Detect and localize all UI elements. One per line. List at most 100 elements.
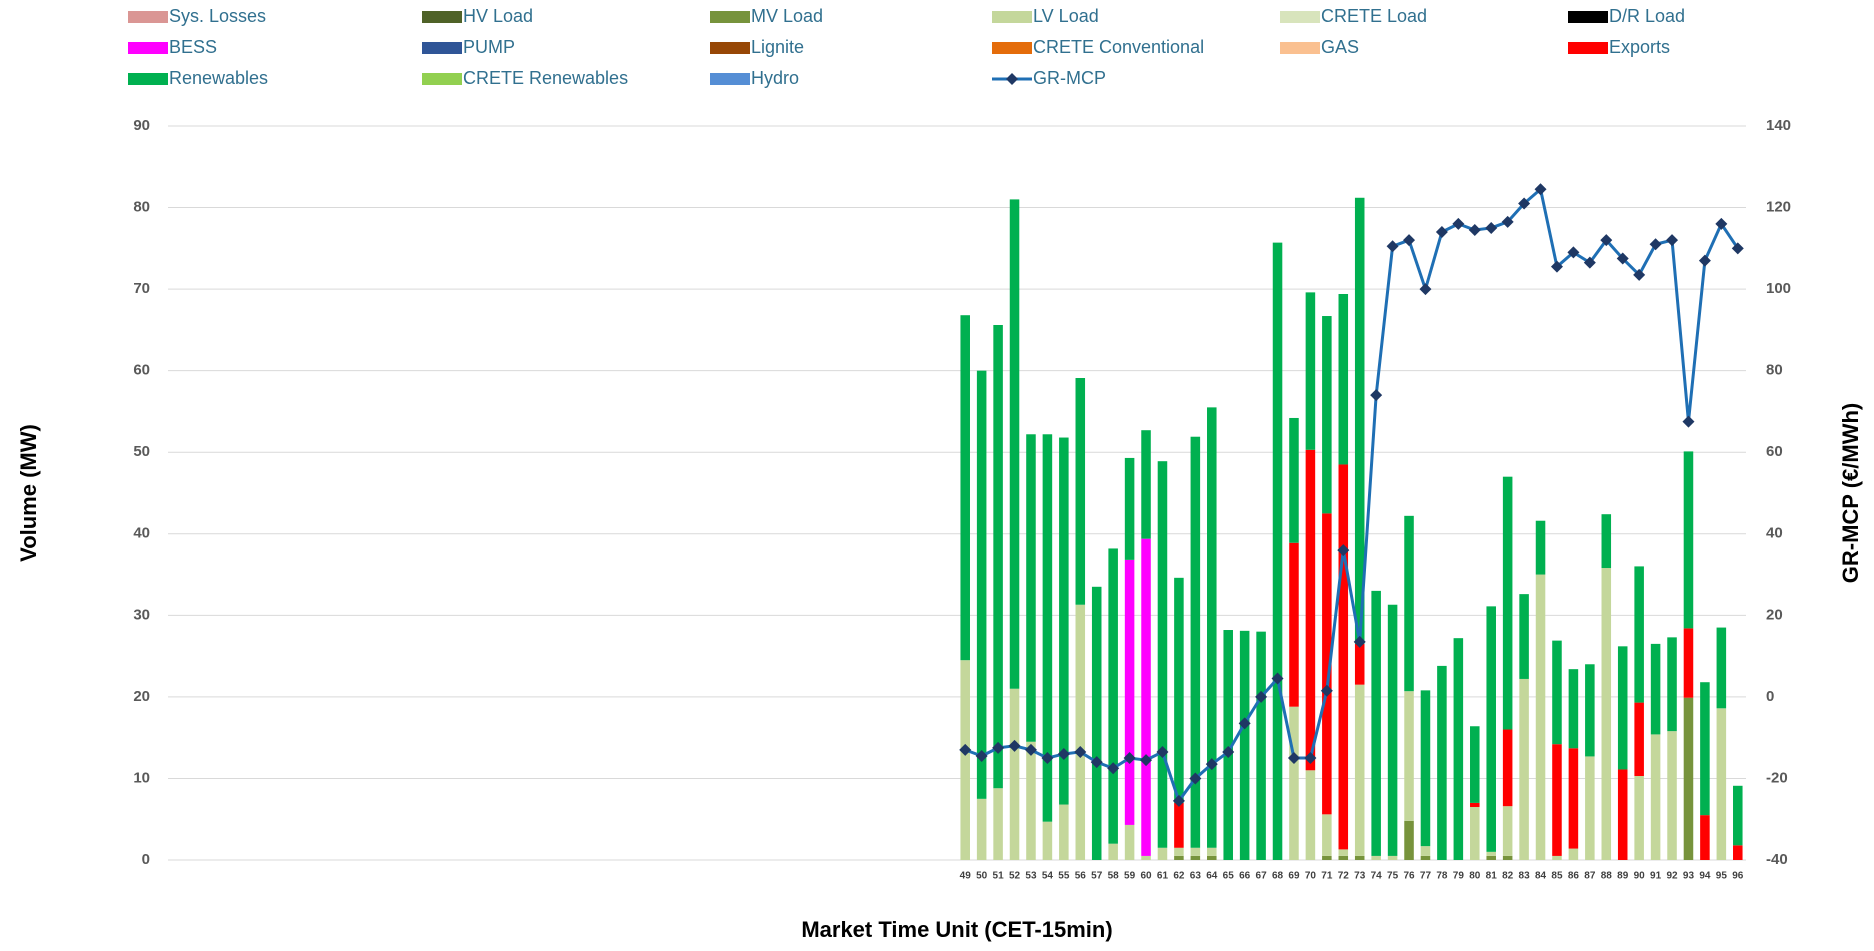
line-marker — [1041, 752, 1054, 765]
bar — [1733, 785, 1743, 846]
bar — [1420, 855, 1431, 860]
x-tick-label: 91 — [1650, 871, 1662, 882]
bar — [960, 660, 970, 860]
bar — [1519, 678, 1529, 860]
legend-swatch — [1280, 42, 1320, 54]
legend-swatch — [1280, 11, 1320, 23]
bar — [1486, 606, 1496, 852]
bar — [1387, 855, 1398, 860]
bar — [1568, 669, 1579, 749]
bar — [976, 370, 987, 799]
y-tick-label: 50 — [133, 443, 150, 460]
bar — [1617, 646, 1628, 770]
y2-tick-label: -40 — [1766, 851, 1788, 868]
line-marker — [1452, 217, 1465, 230]
x-tick-label: 64 — [1206, 871, 1218, 882]
x-tick-label: 95 — [1716, 871, 1728, 882]
line-marker — [1353, 635, 1366, 648]
line-marker — [1222, 745, 1235, 758]
line-marker — [1238, 717, 1251, 730]
bar — [1207, 847, 1217, 856]
line-marker — [1304, 752, 1317, 765]
bar — [1667, 731, 1677, 860]
bar — [1683, 628, 1694, 698]
legend-swatch — [128, 11, 168, 23]
bar — [1453, 638, 1464, 860]
bar — [1190, 847, 1201, 856]
bar — [1338, 464, 1349, 850]
bar — [1404, 691, 1414, 821]
y2-tick-label: 100 — [1766, 280, 1791, 297]
bar — [1585, 756, 1595, 860]
bar — [1634, 566, 1644, 703]
line-marker — [1600, 234, 1613, 247]
y-axis-title: Volume (MW) — [16, 424, 41, 562]
y2-tick-label: 20 — [1766, 606, 1783, 623]
line-marker — [1435, 226, 1448, 239]
line-marker — [1172, 794, 1185, 807]
bar — [1552, 640, 1562, 745]
bar — [1124, 457, 1135, 560]
legend-label: LV Load — [1033, 6, 1099, 26]
legend-swatch — [710, 73, 750, 85]
bar — [1470, 802, 1480, 807]
line-marker — [1123, 752, 1136, 765]
y2-tick-label: 140 — [1766, 117, 1791, 134]
bar — [993, 324, 1003, 789]
x-tick-label: 65 — [1223, 871, 1235, 882]
bar — [1174, 847, 1184, 856]
legend-swatch — [422, 73, 462, 85]
bar — [1174, 855, 1184, 860]
x-tick-label: 96 — [1732, 871, 1744, 882]
bar — [1075, 604, 1086, 860]
bar — [1009, 199, 1020, 689]
bar — [1190, 855, 1201, 860]
bar — [1404, 515, 1414, 692]
y-tick-label: 30 — [133, 606, 150, 623]
x-tick-label: 58 — [1108, 871, 1120, 882]
legend-swatch — [1568, 11, 1608, 23]
bar — [1650, 734, 1661, 860]
legend-swatch — [710, 42, 750, 54]
bar — [1091, 586, 1102, 860]
bar — [1124, 824, 1135, 860]
bar — [993, 788, 1003, 860]
bar — [1568, 848, 1579, 860]
legend-label: Exports — [1609, 37, 1670, 57]
legend-swatch — [710, 11, 750, 23]
bar — [976, 798, 987, 860]
line-marker — [1024, 743, 1037, 756]
line-marker — [1468, 223, 1481, 236]
bar — [1420, 846, 1431, 856]
bar — [1700, 682, 1710, 816]
bar — [1486, 851, 1496, 856]
line-marker — [992, 741, 1005, 754]
bar — [1322, 855, 1332, 860]
y-tick-label: 10 — [133, 769, 150, 786]
bar — [1683, 697, 1694, 860]
bar — [1141, 538, 1151, 856]
bar — [1437, 665, 1447, 860]
x-tick-label: 94 — [1699, 871, 1711, 882]
bar — [1272, 242, 1283, 860]
legend-swatch — [422, 11, 462, 23]
x-tick-label: 79 — [1453, 871, 1465, 882]
line-marker — [1074, 745, 1087, 758]
line-marker — [1189, 772, 1202, 785]
line-marker — [975, 750, 988, 763]
legend-label: GAS — [1321, 37, 1359, 57]
x-tick-label: 67 — [1256, 871, 1268, 882]
bar — [1157, 847, 1168, 860]
bar — [1535, 520, 1546, 575]
bar — [1338, 849, 1349, 856]
y-tick-label: 70 — [133, 280, 150, 297]
line-marker — [1518, 197, 1531, 210]
x-tick-label: 78 — [1436, 871, 1448, 882]
x-tick-label: 87 — [1584, 871, 1596, 882]
bar — [1650, 643, 1661, 735]
legend-label: HV Load — [463, 6, 533, 26]
y2-axis-title: GR-MCP (€/MWh) — [1838, 403, 1863, 583]
x-tick-label: 83 — [1519, 871, 1531, 882]
bar — [1157, 461, 1168, 848]
bar — [1733, 845, 1743, 860]
